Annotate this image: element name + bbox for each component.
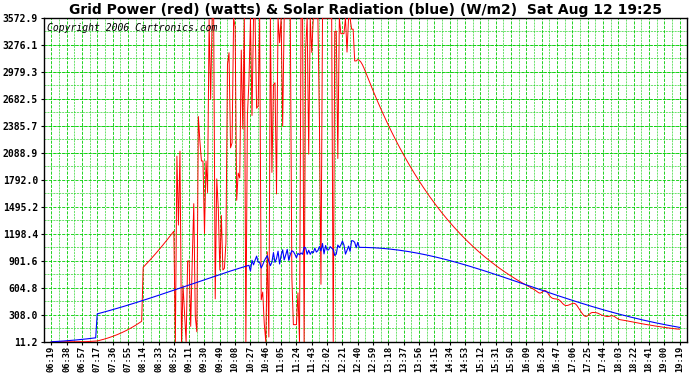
- Title: Grid Power (red) (watts) & Solar Radiation (blue) (W/m2)  Sat Aug 12 19:25: Grid Power (red) (watts) & Solar Radiati…: [69, 3, 662, 17]
- Text: Copyright 2006 Cartronics.com: Copyright 2006 Cartronics.com: [47, 23, 217, 33]
